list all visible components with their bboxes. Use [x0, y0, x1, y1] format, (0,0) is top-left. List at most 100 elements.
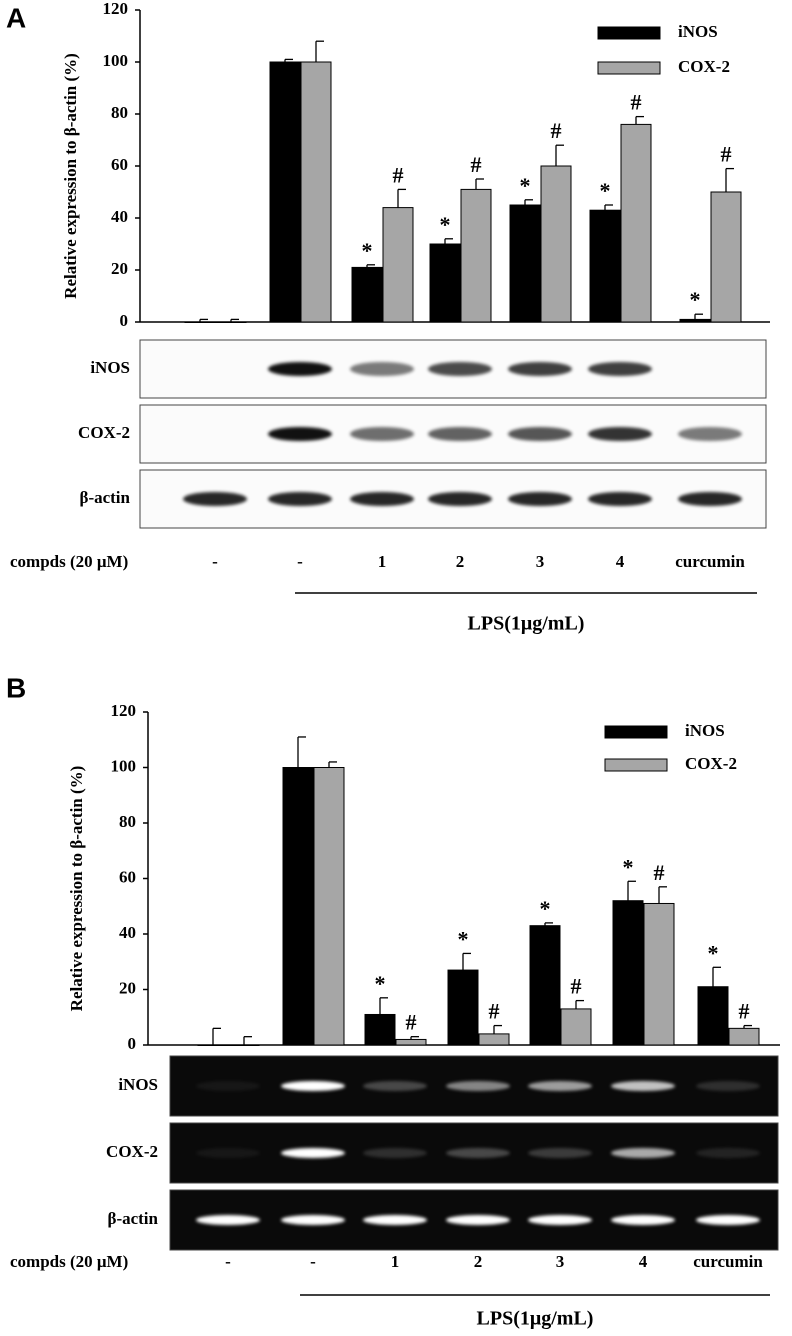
bar — [447, 969, 479, 1046]
blot-band — [611, 1215, 675, 1225]
blot-band — [446, 1081, 510, 1091]
significance-marker: # — [489, 999, 500, 1024]
bar — [679, 318, 711, 323]
blot-label: COX-2 — [78, 423, 130, 442]
bar — [697, 986, 729, 1046]
blot-band — [268, 362, 332, 376]
y-tick-label: 80 — [111, 103, 128, 122]
category-label: - — [310, 1252, 316, 1271]
y-tick-label: 0 — [120, 311, 129, 330]
blot-label: iNOS — [118, 1075, 158, 1094]
blot-band — [678, 427, 742, 441]
blot-band — [696, 1148, 760, 1158]
significance-marker: * — [708, 940, 719, 965]
blot-label: β-actin — [79, 488, 130, 507]
blot-band — [588, 427, 652, 441]
y-tick-label: 120 — [111, 701, 137, 720]
significance-marker: # — [721, 142, 732, 167]
bar — [560, 1008, 592, 1046]
bar — [728, 1027, 760, 1046]
blot-band — [350, 427, 414, 441]
category-label: - — [225, 1252, 231, 1271]
bar — [184, 321, 216, 323]
bar — [228, 1044, 260, 1046]
blot-band — [528, 1215, 592, 1225]
y-tick-label: 100 — [111, 756, 137, 775]
legend-label: COX-2 — [685, 754, 737, 773]
y-tick-label: 100 — [103, 51, 129, 70]
y-axis-label: Relative expression to β-actin (%) — [67, 766, 86, 1012]
significance-marker: # — [471, 152, 482, 177]
significance-marker: * — [540, 896, 551, 921]
blot-band — [183, 492, 247, 506]
bar — [529, 925, 561, 1046]
category-label: 4 — [616, 552, 625, 571]
significance-marker: * — [362, 238, 373, 263]
blot-band — [363, 1215, 427, 1225]
blot-band — [363, 1148, 427, 1158]
blot-band — [508, 492, 572, 506]
bar — [429, 243, 461, 323]
blot-band — [268, 492, 332, 506]
category-label: 1 — [378, 552, 387, 571]
category-label: 1 — [391, 1252, 400, 1271]
legend-label: iNOS — [678, 22, 718, 41]
blot-band — [508, 427, 572, 441]
blot-label: COX-2 — [106, 1142, 158, 1161]
blot-band — [428, 362, 492, 376]
bar — [215, 321, 247, 323]
significance-marker: * — [520, 173, 531, 198]
y-tick-label: 40 — [111, 207, 128, 226]
treatment-label: LPS(1μg/mL) — [477, 1308, 594, 1330]
blot-band — [528, 1148, 592, 1158]
bar — [509, 204, 541, 323]
significance-marker: * — [690, 287, 701, 312]
blot-label: β-actin — [107, 1209, 158, 1228]
blot-band — [508, 362, 572, 376]
bar — [620, 123, 652, 323]
category-label: 4 — [639, 1252, 648, 1271]
blot-band — [588, 492, 652, 506]
category-label: 2 — [456, 552, 465, 571]
blot-band — [611, 1148, 675, 1158]
bar — [643, 902, 675, 1046]
y-tick-label: 80 — [119, 812, 136, 831]
group-label: compds (20 μM) — [10, 552, 128, 571]
bar — [382, 207, 414, 323]
bar — [710, 191, 742, 323]
legend-label: COX-2 — [678, 57, 730, 76]
category-label: 3 — [556, 1252, 565, 1271]
blot-band — [446, 1215, 510, 1225]
y-axis-label: Relative expression to β-actin (%) — [61, 53, 80, 299]
bar — [197, 1044, 229, 1046]
blot-band — [446, 1148, 510, 1158]
y-tick-label: 60 — [111, 155, 128, 174]
category-label: 3 — [536, 552, 545, 571]
blot-frame — [169, 1122, 779, 1184]
blot-band — [696, 1215, 760, 1225]
category-label: curcumin — [675, 552, 745, 571]
significance-marker: * — [440, 212, 451, 237]
blot-band — [678, 492, 742, 506]
blot-band — [281, 1148, 345, 1158]
significance-marker: # — [551, 118, 562, 143]
bar — [460, 188, 492, 323]
blot-band — [196, 1215, 260, 1225]
significance-marker: # — [406, 1010, 417, 1035]
bar — [300, 61, 332, 323]
y-tick-label: 40 — [119, 923, 136, 942]
legend-label: iNOS — [685, 721, 725, 740]
legend-swatch — [604, 725, 668, 739]
bar — [364, 1013, 396, 1046]
significance-marker: * — [623, 854, 634, 879]
blot-band — [268, 427, 332, 441]
y-tick-label: 20 — [119, 978, 136, 997]
panel-label: B — [6, 672, 26, 703]
blot-band — [428, 492, 492, 506]
blot-band — [350, 492, 414, 506]
panel-label: A — [6, 2, 26, 33]
y-tick-label: 0 — [128, 1034, 137, 1053]
category-label: 2 — [474, 1252, 483, 1271]
blot-band — [588, 362, 652, 376]
legend-swatch — [597, 26, 661, 40]
